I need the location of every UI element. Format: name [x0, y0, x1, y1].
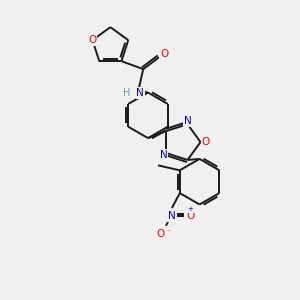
Text: O: O — [88, 35, 97, 45]
Text: O: O — [157, 229, 165, 239]
Text: N: N — [136, 88, 144, 98]
Text: N: N — [160, 150, 167, 160]
Text: N: N — [184, 116, 191, 126]
Text: +: + — [188, 206, 194, 212]
Text: ⁻: ⁻ — [166, 230, 170, 236]
Text: H: H — [123, 88, 130, 98]
Text: O: O — [160, 49, 168, 59]
Text: O: O — [187, 211, 195, 221]
Text: N: N — [168, 211, 176, 221]
Text: O: O — [201, 137, 210, 147]
